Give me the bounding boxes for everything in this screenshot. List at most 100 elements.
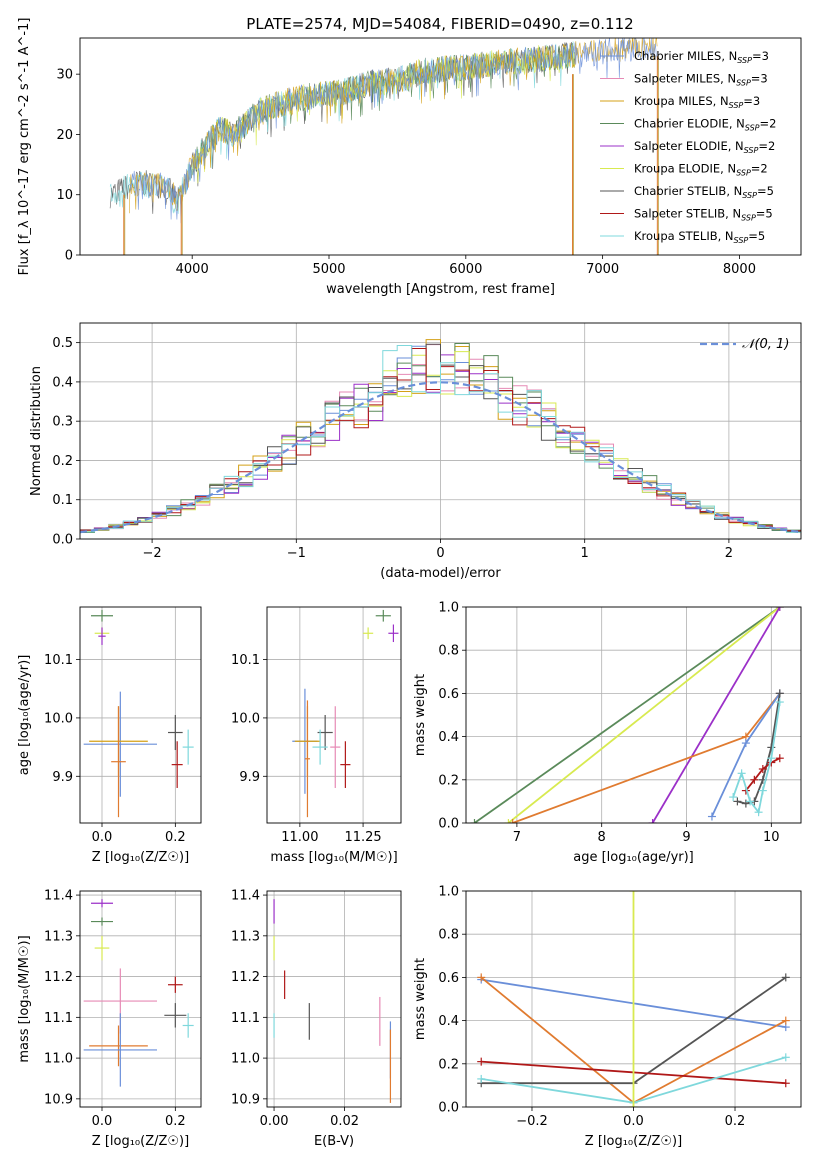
y-tick-label: 0.2 [438, 1057, 459, 1072]
plot-area [273, 899, 392, 1103]
y-tick-label: 10.1 [44, 653, 73, 668]
axes-frame [79, 890, 202, 1108]
plot-area [83, 899, 194, 1087]
axes-frame [266, 606, 402, 824]
y-tick-label: 11.2 [231, 970, 260, 985]
axes-frame [79, 606, 202, 824]
x-axis-label: mass [log₁₀(M/M☉)] [270, 850, 397, 865]
y-tick-label: 0.4 [52, 375, 73, 390]
plot-area [477, 891, 790, 1107]
y-tick-label: 0.8 [438, 928, 459, 943]
y-tick-label: 11.4 [231, 889, 260, 904]
x-tick-label: 0.2 [165, 1114, 186, 1129]
x-tick-label: 1 [581, 546, 589, 561]
y-axis-label: age [log₁₀(age/yr)] [17, 655, 32, 776]
y-tick-label: 0.0 [438, 817, 459, 832]
legend-label: Chabrier MILES, NSSP=3 [634, 49, 769, 65]
y-tick-label: 11.4 [44, 889, 73, 904]
panel-residuals: −2 −1 0 1 2 0.0 0.1 0.2 0.3 0.4 0.5 (data-model)/er… [29, 322, 802, 581]
y-tick-label: 0.4 [438, 1014, 459, 1029]
y-axis-label: Normed distribution [29, 366, 44, 496]
axes-frame [79, 37, 802, 256]
weight-line [651, 607, 781, 823]
x-tick-label: 4000 [176, 262, 209, 277]
legend-label: Salpeter ELODIE, NSSP=2 [634, 139, 775, 155]
panel-mass-weight-vs-Z: −0.2 0.0 0.2 0.0 0.2 0.4 0.6 0.8 1.0 Z [log₁₀(Z/Z… [413, 885, 802, 1149]
y-tick-label: 0.6 [438, 687, 459, 702]
legend-label: Chabrier STELIB, NSSP=5 [634, 184, 774, 200]
y-tick-label: 20 [56, 128, 73, 143]
spectrum-line [129, 38, 658, 224]
y-tick-label: 0.1 [52, 493, 73, 508]
x-tick-label: 0.02 [330, 1114, 359, 1129]
axes-frame [79, 322, 802, 540]
legend-label: Kroupa ELODIE, NSSP=2 [634, 162, 768, 178]
y-tick-label: 0.6 [438, 971, 459, 986]
legend-label: Chabrier ELODIE, NSSP=2 [634, 117, 776, 133]
axes-frame [266, 890, 402, 1108]
x-axis-label: Z [log₁₀(Z/Z☉)] [92, 850, 189, 865]
panel-age-vs-mass: 11.00 11.25 9.9 10.0 10.1 mass [log₁₀(M/M☉)] [231, 606, 402, 865]
y-tick-label: 11.3 [44, 929, 73, 944]
x-tick-label: 0.0 [92, 830, 113, 845]
y-tick-label: 0.0 [438, 1101, 459, 1116]
y-tick-label: 11.3 [231, 929, 260, 944]
histogram-steps [80, 345, 801, 534]
y-tick-label: 11.0 [231, 1052, 260, 1067]
y-tick-label: 10.0 [231, 711, 260, 726]
x-tick-label: 5000 [312, 262, 345, 277]
y-tick-label: 10.9 [231, 1092, 260, 1107]
x-tick-label: −2 [143, 546, 162, 561]
spectrum-line [129, 38, 658, 214]
x-tick-label: 7000 [586, 262, 619, 277]
y-axis-label: mass weight [413, 674, 428, 756]
x-tick-label: 7 [513, 830, 521, 845]
x-tick-label: 0.0 [623, 1114, 644, 1129]
panel-mass-vs-ebv: 0.00 0.02 10.9 11.0 11.1 11.2 11.3 11.4 E(B-V) [231, 889, 402, 1149]
y-tick-label: 0.8 [438, 644, 459, 659]
y-tick-label: 11.2 [44, 970, 73, 985]
y-axis-label: mass weight [413, 958, 428, 1040]
y-tick-label: 10.9 [44, 1092, 73, 1107]
plot-area [470, 607, 784, 823]
y-tick-label: 0 [65, 249, 73, 264]
y-tick-label: 1.0 [438, 601, 459, 616]
y-tick-label: 1.0 [438, 885, 459, 900]
panel-mass-weight-vs-age: 7 8 9 10 0.0 0.2 0.4 0.6 0.8 1.0 age [log₁₀(age/yr… [413, 601, 802, 865]
y-tick-label: 10.0 [44, 711, 73, 726]
x-axis-label: (data-model)/error [380, 566, 501, 581]
figure-title: PLATE=2574, MJD=54084, FIBERID=0490, z=0… [246, 15, 633, 33]
x-tick-label: 0.2 [165, 830, 186, 845]
plot-area [109, 38, 659, 255]
legend-label: Salpeter STELIB, NSSP=5 [634, 207, 773, 223]
axes-frame [465, 890, 802, 1108]
y-tick-label: 0.2 [438, 773, 459, 788]
y-tick-label: 30 [56, 68, 73, 83]
x-axis-label: E(B-V) [314, 1134, 354, 1149]
y-tick-label: 9.9 [239, 770, 260, 785]
x-tick-label: 11.25 [344, 830, 381, 845]
x-axis-label: Z [log₁₀(Z/Z☉)] [92, 1134, 189, 1149]
legend-label: 𝒩(0, 1) [742, 337, 789, 352]
y-tick-label: 0.2 [52, 454, 73, 469]
x-axis-label: age [log₁₀(age/yr)] [573, 850, 694, 865]
plot-area [292, 609, 399, 818]
x-tick-label: 8000 [723, 262, 756, 277]
axes-frame [465, 606, 802, 824]
panel-age-vs-Z: 0.0 0.2 9.9 10.0 10.1 Z [log₁₀(Z/Z☉)] age [log… [17, 606, 202, 865]
weight-line [507, 607, 781, 823]
y-tick-label: 10.1 [231, 653, 260, 668]
x-tick-label: 0.00 [260, 1114, 289, 1129]
x-tick-label: 0 [436, 546, 444, 561]
x-tick-label: 9 [682, 830, 690, 845]
x-tick-label: 0.0 [92, 1114, 113, 1129]
y-tick-label: 0.4 [438, 730, 459, 745]
legend-label: Salpeter MILES, NSSP=3 [634, 72, 768, 88]
x-tick-label: 8 [598, 830, 606, 845]
legend-label: Kroupa MILES, NSSP=3 [634, 94, 760, 110]
y-axis-label: mass [log₁₀(M/M☉)] [17, 935, 32, 1062]
y-tick-label: 0.0 [52, 533, 73, 548]
y-tick-label: 10 [56, 188, 73, 203]
x-tick-label: 0.2 [725, 1114, 746, 1129]
